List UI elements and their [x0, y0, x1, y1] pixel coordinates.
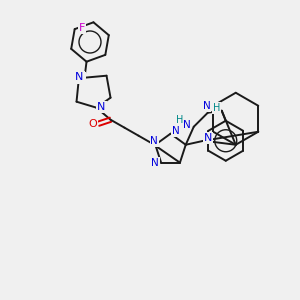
Text: N: N [203, 101, 211, 111]
Text: N: N [151, 158, 159, 168]
Text: N: N [75, 72, 84, 82]
Text: N: N [97, 102, 106, 112]
Text: O: O [88, 119, 97, 129]
Text: H: H [213, 103, 220, 113]
Text: N: N [150, 136, 158, 146]
Text: F: F [79, 23, 85, 33]
Text: N: N [183, 120, 190, 130]
Text: N: N [172, 126, 179, 136]
Text: N: N [204, 133, 212, 143]
Text: N: N [76, 73, 85, 83]
Text: H: H [176, 115, 183, 125]
